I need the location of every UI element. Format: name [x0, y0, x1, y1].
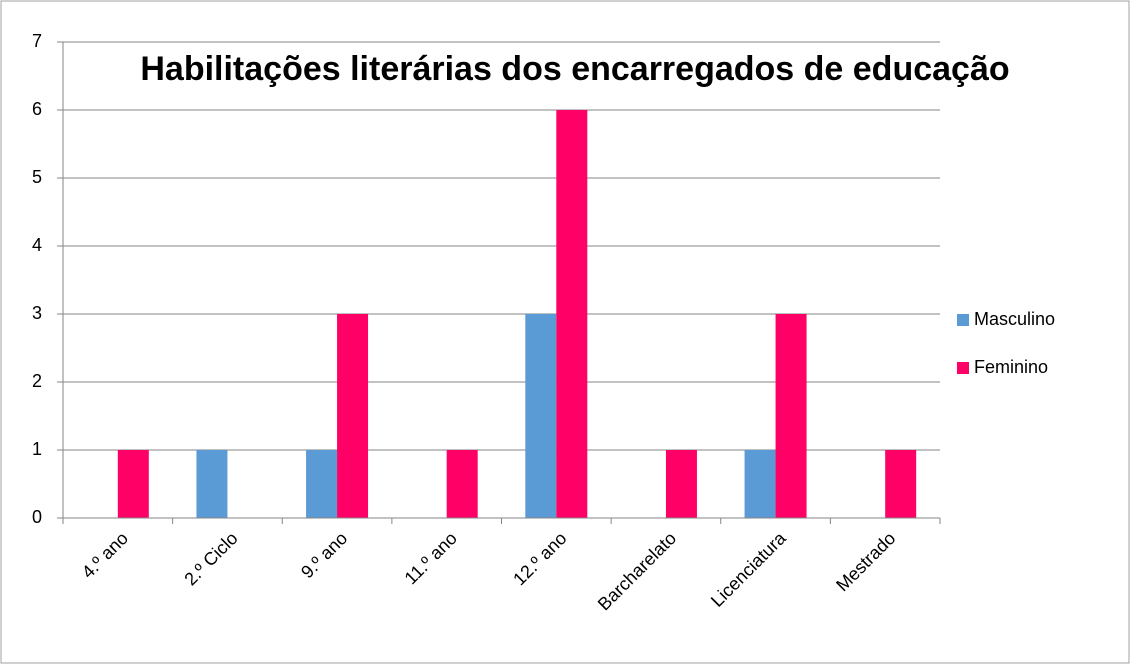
legend-label: Masculino	[974, 309, 1055, 329]
legend-swatch	[957, 362, 969, 374]
bar	[117, 450, 149, 518]
y-tick-label: 0	[32, 507, 42, 527]
y-tick-label: 1	[32, 439, 42, 459]
legend-swatch	[957, 314, 969, 326]
y-tick-label: 5	[32, 167, 42, 187]
bar	[885, 450, 917, 518]
bar	[665, 450, 697, 518]
bar	[446, 450, 478, 518]
chart-title: Habilitações literárias dos encarregados…	[140, 50, 1010, 88]
bar	[775, 314, 807, 518]
bar	[525, 314, 557, 518]
bar	[306, 450, 338, 518]
y-tick-label: 7	[32, 31, 42, 51]
bar	[556, 110, 588, 518]
bar	[744, 450, 776, 518]
bar	[337, 314, 369, 518]
y-tick-label: 3	[32, 303, 42, 323]
y-tick-label: 4	[32, 235, 42, 255]
bar	[196, 450, 228, 518]
legend-label: Feminino	[974, 357, 1048, 377]
y-tick-label: 6	[32, 99, 42, 119]
y-tick-label: 2	[32, 371, 42, 391]
